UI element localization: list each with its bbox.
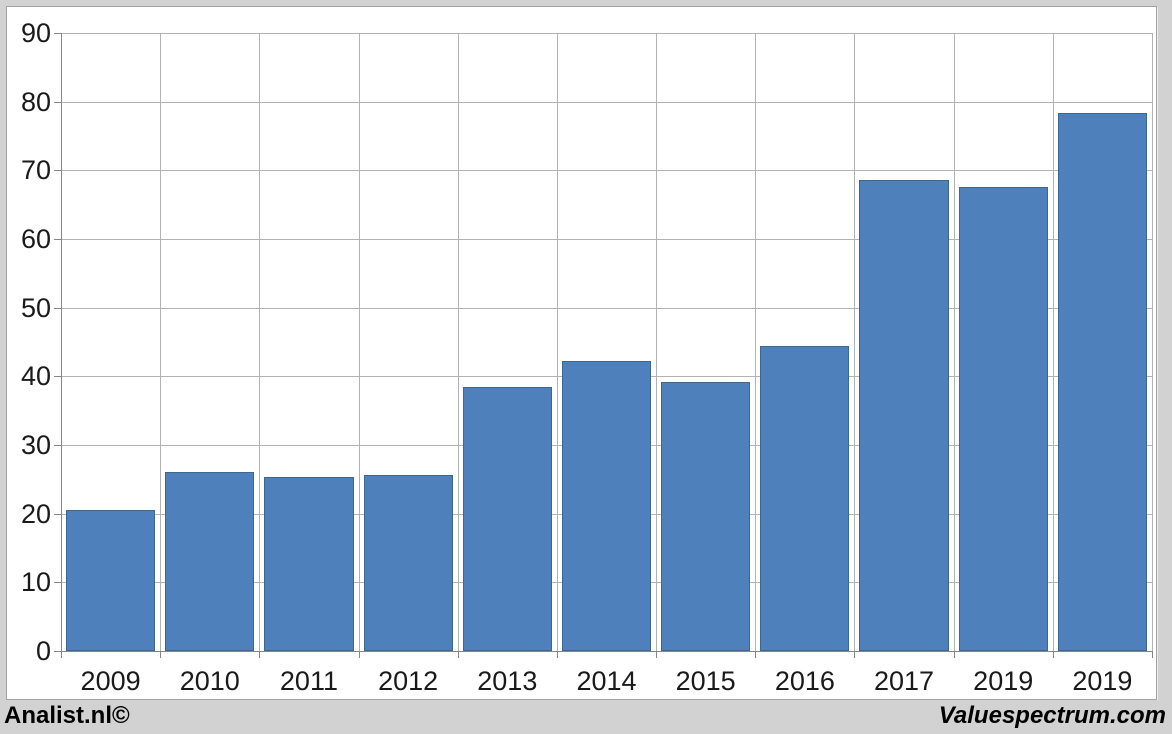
valuespectrum-credit-label: Valuespectrum.com (938, 702, 1166, 729)
footer: Analist.nl© Valuespectrum.com (0, 700, 1172, 734)
analist-credit-label: Analist.nl© (4, 702, 130, 729)
chart-panel (6, 6, 1157, 700)
